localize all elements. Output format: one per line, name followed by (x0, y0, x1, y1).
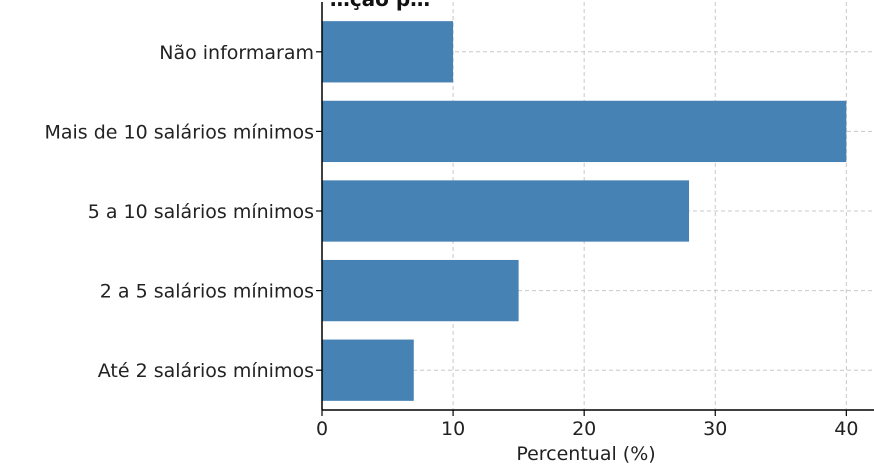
bar-layer (322, 21, 847, 401)
bar (322, 259, 519, 322)
category-label: 2 a 5 salários mínimos (100, 281, 314, 303)
x-tick-label: 40 (834, 418, 858, 440)
x-tick-label: 10 (441, 418, 465, 440)
category-label: 5 a 10 salários mínimos (88, 201, 314, 223)
x-tick-label: 20 (572, 418, 596, 440)
axis-layer (316, 2, 874, 416)
x-axis-label: Percentual (%) (516, 443, 655, 464)
x-tick-label: 30 (703, 418, 727, 440)
category-label: Até 2 salários mínimos (98, 360, 314, 382)
category-label: Não informaram (159, 42, 314, 64)
bar (322, 21, 454, 83)
bar (322, 339, 414, 401)
bar (322, 180, 690, 242)
chart-title: …ção p… (330, 0, 430, 11)
bar (322, 100, 847, 163)
x-tick-label: 0 (316, 418, 328, 440)
category-label: Mais de 10 salários mínimos (44, 121, 314, 143)
label-layer: 0 10 20 30 40 Até 2 salários mínimos 2 a 5 sal… (44, 42, 858, 440)
